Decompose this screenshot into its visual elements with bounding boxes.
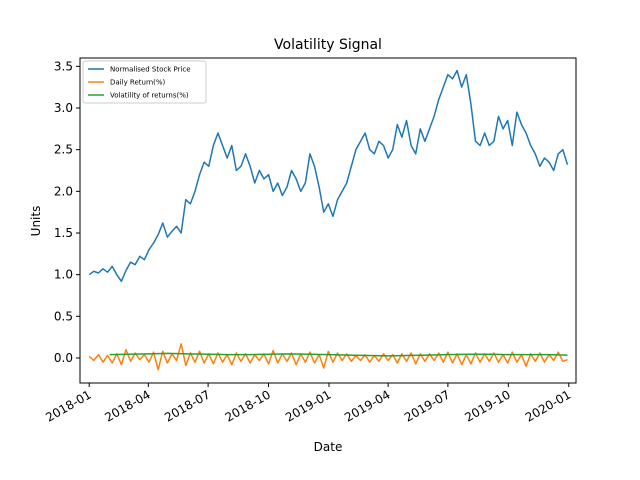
plot-area: [80, 58, 576, 383]
y-tick-label: 2.5: [54, 143, 73, 157]
y-tick-label: 0.5: [54, 309, 73, 323]
series-line-daily-return: [88, 343, 568, 371]
y-tick-label: 2.0: [54, 184, 73, 198]
y-tick-label: 3.5: [54, 59, 73, 73]
y-tick-label: 0.0: [54, 351, 73, 365]
legend-frame: [82, 60, 207, 104]
y-tick-label: 1.5: [54, 226, 73, 240]
y-axis-ticks: 0.0 0.5 1.0 1.5 2.0 2.5 3.0 3.5: [54, 59, 80, 365]
series-layer: [88, 69, 569, 371]
y-axis-label: Units: [29, 206, 43, 237]
series-line-stock-price: [88, 69, 569, 283]
series-line-volatility: [109, 352, 568, 357]
chart-title: Volatility Signal: [274, 37, 382, 53]
y-tick-label: 1.0: [54, 268, 73, 282]
axes-frame: [79, 57, 577, 384]
legend-label-stock-price: Normalised Stock Price: [110, 66, 191, 74]
x-axis-label: Date: [314, 440, 343, 454]
legend-label-daily-return: Daily Return(%): [110, 79, 166, 87]
legend: Normalised Stock Price Daily Return(%) V…: [82, 60, 207, 104]
legend-label-volatility: Volatility of returns(%): [110, 92, 189, 100]
y-tick-label: 3.0: [54, 101, 73, 115]
